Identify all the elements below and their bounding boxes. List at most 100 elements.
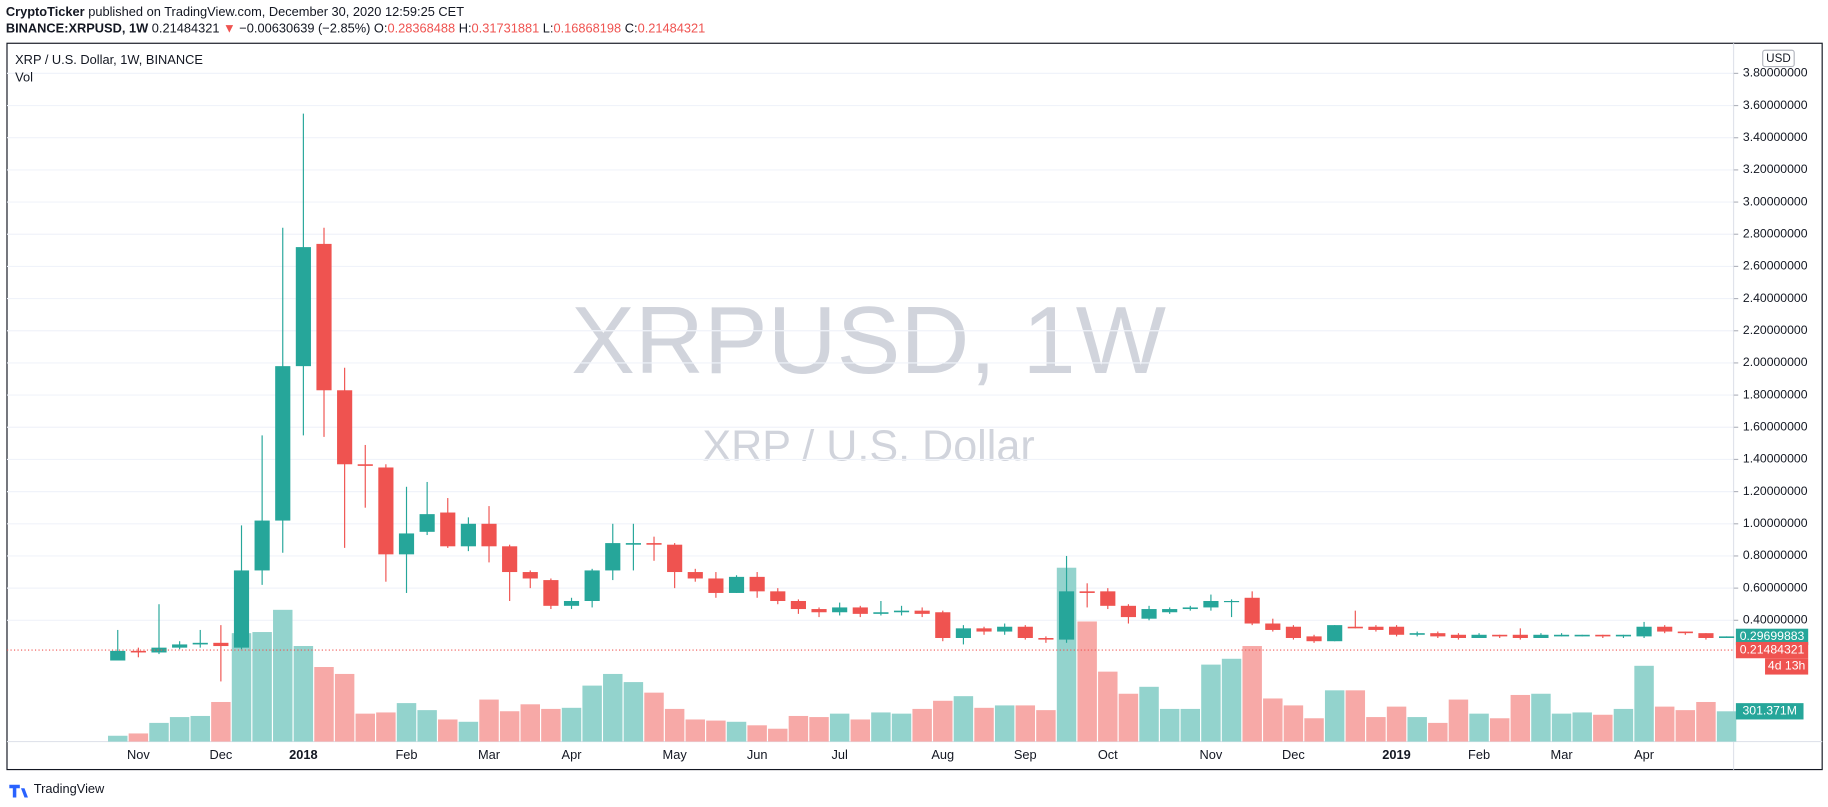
x-tick-label: Mar: [1551, 747, 1574, 762]
volume-bar: [603, 673, 623, 742]
volume-bar: [1077, 621, 1097, 742]
y-tick-label: 2.20000000: [1743, 323, 1808, 337]
candle-body: [1430, 633, 1446, 637]
volume-bar: [1324, 690, 1345, 742]
volume-label: 301.371M: [1742, 704, 1796, 718]
candle-body: [522, 572, 538, 579]
candle-body: [1553, 634, 1570, 637]
y-tick-label: 3.80000000: [1743, 66, 1808, 80]
y-tick-label: 1.60000000: [1743, 420, 1808, 434]
candle-body: [832, 607, 848, 613]
candle-body: [1182, 607, 1198, 610]
volume-bar: [314, 667, 334, 742]
y-tick-label: 2.00000000: [1743, 355, 1808, 369]
volume-bar: [685, 719, 706, 742]
x-tick-label: Sep: [1014, 747, 1037, 762]
candle-body: [337, 390, 353, 465]
volume-bar: [520, 704, 540, 742]
candle-body: [1223, 600, 1240, 603]
volume-bar: [1407, 717, 1427, 742]
volume-bar: [334, 673, 355, 742]
legend-title: XRP / U.S. Dollar, 1W, BINANCE: [15, 52, 203, 67]
x-tick-label: Mar: [478, 747, 501, 762]
x-tick-label: Dec: [209, 747, 232, 762]
volume-bar: [1366, 717, 1386, 742]
volume-bar: [479, 699, 499, 742]
candle-body: [110, 650, 126, 661]
candle-body: [213, 642, 229, 647]
countdown-box: [1765, 658, 1809, 675]
candle-body: [1368, 626, 1384, 630]
ohlc-key: L:: [543, 21, 554, 36]
volume-bar: [829, 713, 850, 742]
volume-bar: [149, 722, 169, 742]
volume-bar: [293, 646, 314, 742]
candle-body: [749, 576, 765, 592]
volume-bar: [561, 707, 582, 742]
volume-bar: [1531, 693, 1551, 742]
volume-bar: [1634, 665, 1654, 742]
candle-body: [770, 591, 786, 601]
candle-body: [1450, 634, 1467, 638]
volume-bar: [1551, 713, 1572, 742]
ohlc-value: 0.31731881: [472, 21, 540, 36]
volume-bar: [582, 685, 602, 742]
candle-body: [192, 642, 208, 645]
volume-bar: [1613, 708, 1634, 742]
y-tick-label: 2.60000000: [1743, 259, 1808, 273]
candle-body: [728, 576, 745, 593]
candle-body: [646, 543, 662, 545]
volume-bar: [1242, 646, 1262, 742]
volume-bar: [1180, 708, 1201, 742]
candle-body: [605, 543, 621, 571]
candle-body: [440, 512, 456, 547]
volume-bar: [417, 710, 437, 742]
x-tick-label: Apr: [562, 747, 583, 762]
y-tick-label: 0.40000000: [1743, 613, 1808, 627]
volume-bar: [376, 712, 396, 742]
y-tick-label: 2.40000000: [1743, 291, 1808, 305]
volume-bar: [1386, 706, 1407, 742]
volume-bar: [1304, 718, 1324, 742]
watermark: XRPUSD, 1W: [571, 287, 1166, 394]
candle-body: [1615, 634, 1632, 637]
volume-bar: [1221, 658, 1242, 742]
countdown: 4d 13h: [1768, 659, 1806, 673]
x-tick-label: May: [663, 747, 688, 762]
x-tick-label: 2019: [1382, 747, 1411, 762]
volume-bar: [128, 733, 149, 742]
volume-bar: [1716, 711, 1737, 742]
candle-body: [1677, 631, 1693, 634]
volume-bar: [169, 717, 190, 742]
candle-body: [172, 644, 188, 648]
volume-bar: [747, 725, 767, 742]
x-tick-label: Dec: [1282, 747, 1305, 762]
x-tick-label: Jul: [831, 747, 847, 762]
candle-body: [1038, 637, 1054, 640]
price-label: 0.29699883: [1740, 629, 1805, 643]
candle-body: [1388, 626, 1405, 635]
candle-body: [357, 464, 373, 466]
ohlc-value: 0.16868198: [553, 21, 621, 36]
candle-body: [1058, 591, 1075, 640]
currency-box[interactable]: [1762, 49, 1795, 68]
volume-bar: [1345, 690, 1366, 742]
candle-body: [130, 650, 146, 653]
candle-body: [976, 628, 992, 632]
legend-volume: Vol: [15, 70, 33, 85]
volume-bar: [623, 682, 644, 742]
volume-bar: [706, 720, 726, 742]
last-price: 0.21484321: [152, 21, 220, 36]
volume-bar: [458, 721, 479, 742]
candle-body: [543, 580, 559, 606]
symbol-line: BINANCE:XRPUSD, 1W 0.21484321 ▼ −0.00630…: [6, 21, 705, 36]
volume-bar: [1159, 708, 1180, 742]
price-label: 0.21484321: [1740, 642, 1805, 656]
volume-label-box: [1735, 703, 1804, 720]
candle-body: [790, 600, 806, 610]
candle-body: [1285, 626, 1302, 638]
volume-bar: [541, 708, 561, 742]
x-tick-label: 2018: [289, 747, 318, 762]
x-tick-label: Nov: [1200, 747, 1223, 762]
